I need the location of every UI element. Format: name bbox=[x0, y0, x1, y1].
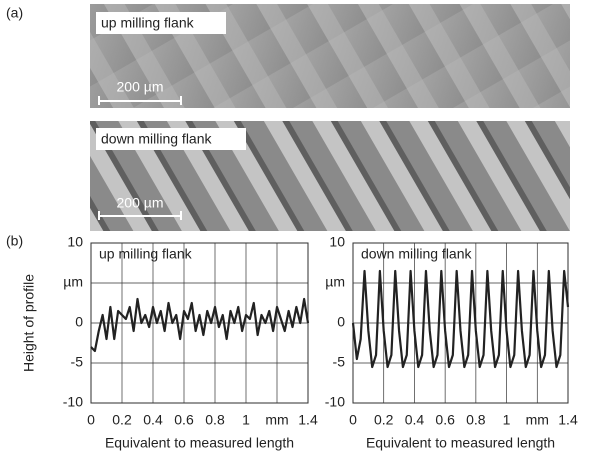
scale-label: 200 µm bbox=[117, 195, 164, 211]
panel-label: (b) bbox=[6, 233, 23, 249]
y-tick-label: µm bbox=[63, 274, 83, 290]
x-tick-label: 0 bbox=[349, 412, 357, 428]
y-tick-label: µm bbox=[325, 274, 345, 290]
y-tick-label: 0 bbox=[75, 314, 83, 330]
x-tick-label: 0.2 bbox=[112, 412, 132, 428]
x-tick-label: mm bbox=[526, 412, 549, 428]
label-box bbox=[96, 128, 246, 150]
image-label: up milling flank bbox=[101, 15, 195, 31]
x-tick-label: 0.2 bbox=[374, 412, 394, 428]
x-axis-label: Equivalent to measured length bbox=[366, 435, 555, 451]
y-tick-label: -5 bbox=[71, 354, 84, 370]
x-tick-label: 0.6 bbox=[174, 412, 194, 428]
x-tick-label: 1 bbox=[503, 412, 511, 428]
x-tick-label: 1 bbox=[242, 412, 250, 428]
x-tick-label: 0.6 bbox=[435, 412, 455, 428]
y-tick-label: 10 bbox=[329, 234, 345, 250]
x-tick-label: 0.8 bbox=[205, 412, 225, 428]
x-tick-label: 0 bbox=[87, 412, 95, 428]
x-tick-label: 1.4 bbox=[558, 412, 578, 428]
y-tick-label: 10 bbox=[67, 234, 83, 250]
x-tick-label: 0.4 bbox=[405, 412, 425, 428]
x-axis-label: Equivalent to measured length bbox=[105, 435, 294, 451]
x-tick-label: 1.4 bbox=[298, 412, 318, 428]
y-tick-label: -10 bbox=[63, 394, 83, 410]
profile-line bbox=[351, 269, 570, 369]
profile-line bbox=[90, 297, 310, 353]
x-tick-label: mm bbox=[265, 412, 288, 428]
y-tick-label: -5 bbox=[333, 354, 346, 370]
image-label: down milling flank bbox=[101, 131, 212, 147]
label-box bbox=[96, 12, 226, 34]
chart-annotation: up milling flank bbox=[99, 246, 193, 262]
scale-label: 200 µm bbox=[117, 79, 164, 95]
panel-label: (a) bbox=[6, 5, 23, 21]
y-axis-label: Height of profile bbox=[21, 274, 37, 372]
x-tick-label: 0.4 bbox=[143, 412, 163, 428]
y-tick-label: -10 bbox=[325, 394, 345, 410]
y-tick-label: 0 bbox=[337, 314, 345, 330]
chart-annotation: down milling flank bbox=[361, 246, 472, 262]
x-tick-label: 0.8 bbox=[466, 412, 486, 428]
